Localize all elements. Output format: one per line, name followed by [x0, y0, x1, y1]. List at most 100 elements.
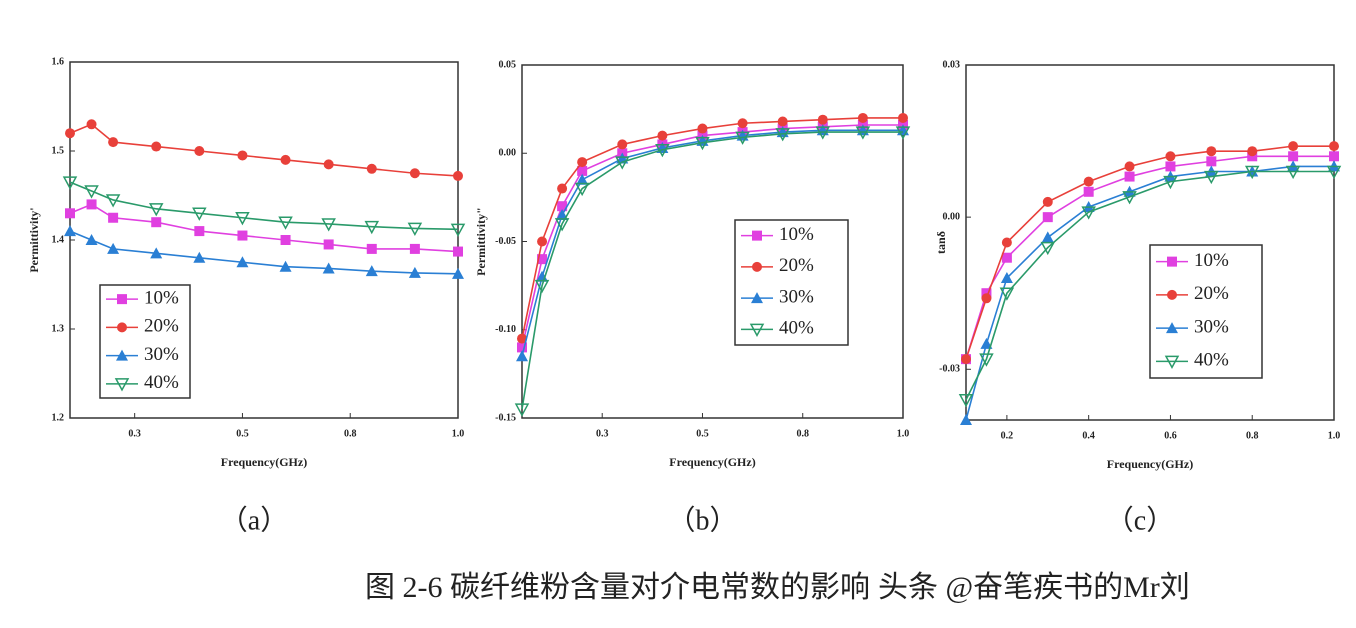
marker — [1041, 231, 1054, 243]
legend-label: 20% — [144, 316, 179, 337]
marker — [64, 225, 76, 237]
marker — [279, 260, 292, 272]
marker — [237, 150, 248, 161]
y-tick-label: 1.5 — [52, 145, 65, 156]
series-line — [521, 117, 903, 339]
marker — [537, 236, 548, 247]
x-tick-label: 0.4 — [1082, 430, 1095, 441]
series-line — [521, 131, 903, 410]
marker — [574, 182, 590, 197]
marker — [577, 157, 588, 168]
legend-marker — [1167, 289, 1177, 300]
marker — [958, 393, 974, 408]
marker — [85, 234, 98, 245]
marker — [777, 116, 788, 127]
marker — [365, 265, 378, 277]
marker — [65, 208, 75, 219]
marker — [557, 183, 568, 194]
marker — [151, 217, 162, 228]
marker — [321, 218, 336, 232]
marker — [1244, 165, 1260, 180]
marker — [735, 131, 750, 145]
x-tick-label: 0.8 — [796, 428, 809, 439]
panel-label: （c） — [1106, 504, 1174, 536]
legend-marker — [749, 323, 765, 337]
x-tick-label: 0.5 — [236, 428, 249, 439]
marker — [408, 266, 421, 278]
marker — [1040, 241, 1056, 256]
y-tick-label: 1.3 — [52, 323, 65, 334]
y-tick-label: 0.03 — [943, 59, 961, 70]
marker — [86, 119, 97, 130]
series-line — [521, 129, 903, 357]
marker — [1288, 151, 1299, 162]
legend-marker — [751, 292, 763, 304]
marker — [278, 216, 293, 230]
legend-label: 10% — [144, 287, 179, 308]
marker — [235, 212, 250, 226]
series-line — [69, 123, 459, 177]
marker — [1001, 237, 1012, 248]
marker — [1124, 171, 1135, 182]
x-axis-label: Frequency(GHz) — [1107, 457, 1193, 471]
marker — [514, 403, 530, 417]
x-tick-label: 0.6 — [1164, 430, 1177, 441]
marker — [1204, 170, 1219, 185]
legend-marker — [1167, 256, 1177, 267]
legend-label: 40% — [779, 318, 814, 339]
x-tick-label: 0.8 — [1246, 430, 1259, 441]
marker — [409, 243, 420, 254]
marker — [980, 337, 993, 349]
legend-box — [99, 284, 191, 399]
marker — [695, 136, 710, 151]
marker — [960, 414, 972, 425]
marker — [84, 185, 99, 199]
marker — [554, 218, 570, 232]
x-axis-label: Frequency(GHz) — [221, 455, 307, 469]
marker — [193, 251, 206, 263]
y-tick-label: -0.05 — [495, 236, 516, 247]
legend-marker — [752, 230, 762, 241]
marker — [1329, 141, 1339, 152]
x-tick-label: 0.5 — [696, 428, 709, 439]
x-axis-label: Frequency(GHz) — [669, 455, 755, 469]
legend-marker — [117, 322, 127, 333]
x-tick-label: 0.8 — [344, 428, 357, 439]
y-tick-label: 1.6 — [52, 56, 65, 67]
marker — [407, 222, 423, 236]
y-tick-label: 0.00 — [499, 148, 517, 159]
marker — [1206, 156, 1217, 167]
marker — [617, 139, 628, 150]
panel-label: （b） — [667, 504, 737, 536]
marker — [1326, 165, 1342, 180]
marker — [1083, 186, 1094, 197]
marker — [697, 123, 708, 134]
marker — [453, 246, 463, 257]
y-tick-label: 1.2 — [52, 412, 65, 423]
marker — [1247, 151, 1258, 162]
marker — [194, 226, 205, 237]
marker — [857, 112, 868, 123]
marker — [855, 126, 871, 140]
marker — [366, 163, 377, 174]
y-tick-label: -0.15 — [495, 412, 516, 423]
marker — [1329, 151, 1339, 162]
marker — [323, 159, 334, 170]
marker — [453, 170, 463, 181]
marker — [1000, 272, 1013, 283]
marker — [817, 114, 828, 125]
marker — [737, 118, 748, 129]
legend-label: 20% — [1194, 283, 1229, 304]
marker — [150, 247, 163, 259]
series-line — [69, 181, 459, 231]
marker — [107, 242, 120, 254]
caption: 图 2-6 碳纤维粉含量对介电常数的影响 — [365, 571, 870, 604]
marker — [655, 143, 670, 158]
marker — [981, 288, 992, 299]
marker — [322, 262, 335, 274]
marker — [148, 203, 164, 217]
marker — [366, 243, 377, 254]
marker — [979, 353, 994, 367]
panel-label: （a） — [220, 504, 288, 536]
